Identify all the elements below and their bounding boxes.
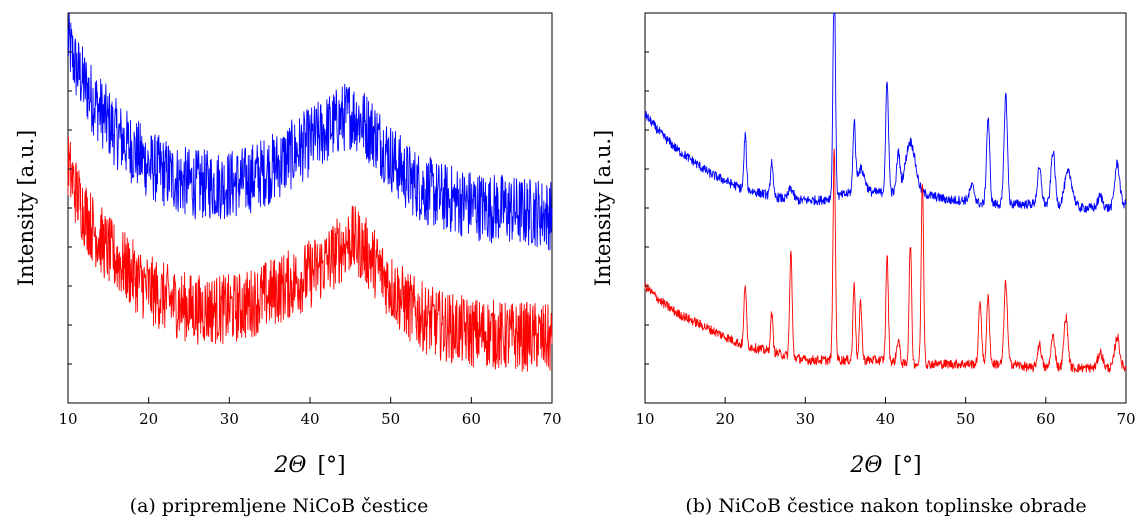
- panel-b-x-tick-label: 70: [1116, 410, 1135, 428]
- panel-a-x-tick-label: 20: [139, 410, 158, 428]
- panel-b-x-axis-label: 2Θ [°]: [849, 453, 921, 478]
- panel-b-x-axis-symbol: 2Θ: [849, 453, 882, 478]
- panel-a-x-tick-label: 10: [58, 410, 77, 428]
- panel-a-x-tick-label: 30: [220, 410, 239, 428]
- panel-b-caption: (b) NiCoB čestice nakon toplinske obrade: [685, 495, 1086, 517]
- panel-a-tick-group: 10 20 30 40 50 60 70: [58, 51, 562, 428]
- panel-a-x-tick-label: 70: [542, 410, 561, 428]
- panel-a-x-axis-label: 2Θ [°]: [273, 453, 345, 478]
- panel-b-x-tick-label: 10: [635, 410, 654, 428]
- panel-b-x-axis-unit: [°]: [893, 453, 921, 478]
- panel-b-x-tick-label: 30: [796, 410, 815, 428]
- panel-a-series-red: [67, 136, 553, 372]
- panel-a-y-axis-label: Intensity [a.u.]: [14, 130, 38, 286]
- panel-a-x-tick-label: 50: [381, 410, 400, 428]
- panel-b-tick-group: 10 20 30 40 50 60 70: [635, 51, 1136, 428]
- panel-a-x-axis-unit: [°]: [317, 453, 345, 478]
- panel-b-plot-area: 10 20 30 40 50 60 70: [635, 12, 1136, 428]
- panel-b-series-blue: [644, 12, 1127, 213]
- panel-b: 10 20 30 40 50 60 70 Intensity [a.u.] 2Θ [°] (…: [591, 12, 1136, 517]
- panel-a-plot-area: 10 20 30 40 50 60 70: [58, 12, 562, 428]
- panel-b-x-tick-label: 60: [1036, 410, 1055, 428]
- panel-b-series-group: [644, 12, 1127, 373]
- panel-a-x-tick-label: 60: [462, 410, 481, 428]
- panel-b-x-tick-label: 40: [876, 410, 895, 428]
- panel-b-x-tick-label: 50: [956, 410, 975, 428]
- panel-a-x-axis-symbol: 2Θ: [273, 453, 306, 478]
- panel-b-series-red: [644, 148, 1127, 373]
- panel-a-x-tick-label: 40: [300, 410, 319, 428]
- panel-a-series-group: [67, 12, 553, 372]
- panel-b-y-axis-label: Intensity [a.u.]: [591, 130, 615, 286]
- panel-a-caption: (a) pripremljene NiCoB čestice: [130, 495, 429, 517]
- panel-a-series-blue: [67, 12, 553, 251]
- panel-a: 10 20 30 40 50 60 70 Intensity [a.u.] 2Θ [°] (…: [14, 12, 562, 517]
- panel-b-x-tick-label: 20: [716, 410, 735, 428]
